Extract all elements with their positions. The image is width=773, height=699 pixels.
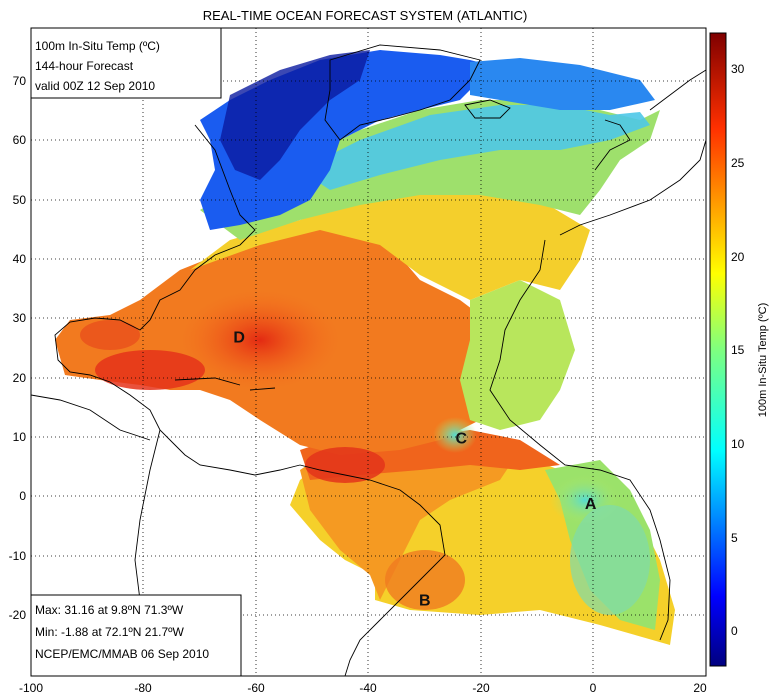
colorbar-tick: 0 <box>731 624 738 638</box>
colorbar-tick: 10 <box>731 437 745 451</box>
forecast-info-box <box>30 27 222 99</box>
info-variable: 100m In-Situ Temp (ºC) <box>35 39 160 53</box>
y-tick: 60 <box>13 133 27 147</box>
y-tick: 50 <box>13 193 27 207</box>
x-tick: -60 <box>247 681 265 695</box>
y-tick: -10 <box>9 549 27 563</box>
x-axis-ticks: -100 -80 -60 -40 -20 0 20 <box>19 681 707 695</box>
colorbar <box>709 32 727 667</box>
y-tick: 10 <box>13 430 27 444</box>
map-title: REAL-TIME OCEAN FORECAST SYSTEM (ATLANTI… <box>203 8 528 23</box>
y-tick: 30 <box>13 311 27 325</box>
caribbean-warm-core <box>95 350 205 390</box>
canary-cool-field <box>460 280 575 430</box>
colorbar-tick: 25 <box>731 156 745 170</box>
baffin-cold-core <box>220 50 370 180</box>
nordic-seas-cold-field <box>470 58 655 110</box>
stats-source: NCEP/EMC/MMAB 06 Sep 2010 <box>35 647 209 661</box>
ocean-field <box>55 50 675 645</box>
info-forecast-hour: 144-hour Forecast <box>35 59 134 73</box>
colorbar-tick: 15 <box>731 343 745 357</box>
x-tick: -40 <box>359 681 377 695</box>
y-tick: 0 <box>19 489 26 503</box>
feature-c-eddy <box>433 417 477 453</box>
stats-max: Max: 31.16 at 9.8ºN 71.3ºW <box>35 603 184 617</box>
x-tick: -100 <box>19 681 43 695</box>
feature-marker-d: D <box>233 330 245 347</box>
y-tick: 70 <box>13 74 27 88</box>
y-tick: -20 <box>9 608 27 622</box>
x-tick: 20 <box>693 681 707 695</box>
subpolar-cool-core <box>300 105 650 190</box>
feature-marker-b: B <box>419 593 431 610</box>
colorbar-tick: 20 <box>731 250 745 264</box>
x-tick: 0 <box>590 681 597 695</box>
colorbar-tick: 30 <box>731 62 745 76</box>
x-tick: -80 <box>134 681 152 695</box>
map-border <box>30 27 707 677</box>
colorbar-label: 100m In-Situ Temp (ºC) <box>757 303 769 417</box>
stats-min: Min: -1.88 at 72.1ºN 21.7ºW <box>35 625 185 639</box>
sargasso-warm-core <box>180 290 340 390</box>
gulf-of-mexico-warm <box>80 320 140 350</box>
y-axis-ticks: -20 -10 0 10 20 30 40 50 60 70 <box>9 74 27 622</box>
colorbar-ticks: 0 5 10 15 20 25 30 <box>731 62 745 638</box>
mid-latitude-field <box>190 190 590 300</box>
y-tick: 20 <box>13 371 27 385</box>
feature-markers: A B C D <box>233 330 597 610</box>
x-tick: -20 <box>472 681 490 695</box>
y-tick: 40 <box>13 252 27 266</box>
info-valid-time: valid 00Z 12 Sep 2010 <box>35 79 155 93</box>
north-brazil-warm <box>305 447 385 483</box>
feature-marker-a: A <box>585 496 597 513</box>
colorbar-tick: 5 <box>731 531 738 545</box>
gulf-cool-tongue <box>570 505 650 615</box>
stats-box <box>30 594 242 677</box>
feature-marker-c: C <box>456 431 468 448</box>
